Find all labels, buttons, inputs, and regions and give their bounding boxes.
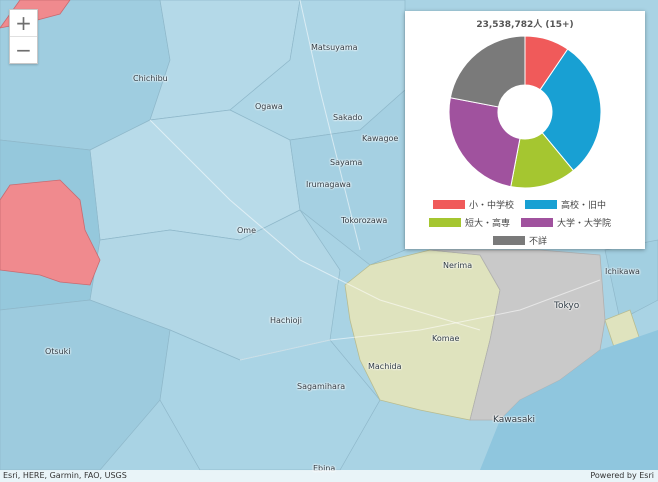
place-label-tokorozawa: Tokorozawa xyxy=(341,216,388,225)
place-label-ogawa: Ogawa xyxy=(255,102,283,111)
bay-water xyxy=(480,330,658,470)
zoom-out-button[interactable]: − xyxy=(10,36,37,63)
place-label-nerima: Nerima xyxy=(443,261,473,270)
chart-title: 23,538,782人 (15+) xyxy=(476,20,574,30)
place-label-irumagawa: Irumagawa xyxy=(306,180,351,189)
place-label-matsuyama: Matsuyama xyxy=(311,43,358,52)
place-label-kawasaki: Kawasaki xyxy=(493,415,536,425)
legend-item-junior-college: 短大・高専 xyxy=(429,216,510,229)
legend-label: 高校・旧中 xyxy=(561,201,607,211)
place-label-tokyo: Tokyo xyxy=(554,301,580,311)
powered-by-link[interactable]: Powered by Esri xyxy=(590,471,654,480)
region-shapes xyxy=(0,0,658,471)
legend-swatch xyxy=(433,200,465,209)
legend-item-unknown: 不詳 xyxy=(493,234,547,247)
legend-label: 短大・高専 xyxy=(465,219,511,229)
legend-swatch xyxy=(493,236,525,245)
place-label-hachioji: Hachioji xyxy=(270,316,302,325)
legend-label: 不詳 xyxy=(529,237,548,247)
legend-item-elementary: 小・中学校 xyxy=(433,198,514,211)
place-label-chichibu: Chichibu xyxy=(133,74,168,83)
place-label-sagamihara: Sagamihara xyxy=(297,382,346,391)
legend-label: 大学・大学院 xyxy=(557,219,612,229)
place-label-sayama: Sayama xyxy=(330,158,363,167)
donut-chart xyxy=(448,35,602,189)
legend-swatch xyxy=(429,218,461,227)
chart-panel: 23,538,782人 (15+) 小・中学校 高校・旧中 短大・高専 大学・大… xyxy=(405,11,645,249)
donut-slice-4[interactable] xyxy=(449,35,526,108)
place-label-ebina: Ebina xyxy=(313,464,336,473)
legend-swatch xyxy=(521,218,553,227)
place-label-komae: Komae xyxy=(432,334,460,343)
roads xyxy=(149,0,601,361)
place-label-kawagoe: Kawagoe xyxy=(362,134,399,143)
place-label-ome: Ome xyxy=(237,226,257,235)
place-label-otsuki: Otsuki xyxy=(45,347,71,356)
attribution-bar: Esri, HERE, Garmin, FAO, USGS Powered by… xyxy=(0,470,658,482)
legend-swatch xyxy=(525,200,557,209)
zoom-control: + − xyxy=(9,9,38,64)
zoom-in-button[interactable]: + xyxy=(15,11,32,35)
legend-item-university: 大学・大学院 xyxy=(521,216,611,229)
legend-item-highschool: 高校・旧中 xyxy=(525,198,606,211)
legend-label: 小・中学校 xyxy=(469,201,515,211)
place-label-machida: Machida xyxy=(368,362,402,371)
donut-slice-1[interactable] xyxy=(539,48,602,172)
donut-slice-3[interactable] xyxy=(448,97,521,188)
place-label-ichikawa: Ichikawa xyxy=(605,267,640,276)
attribution-text: Esri, HERE, Garmin, FAO, USGS xyxy=(3,471,127,480)
place-label-sakado: Sakado xyxy=(333,113,363,122)
